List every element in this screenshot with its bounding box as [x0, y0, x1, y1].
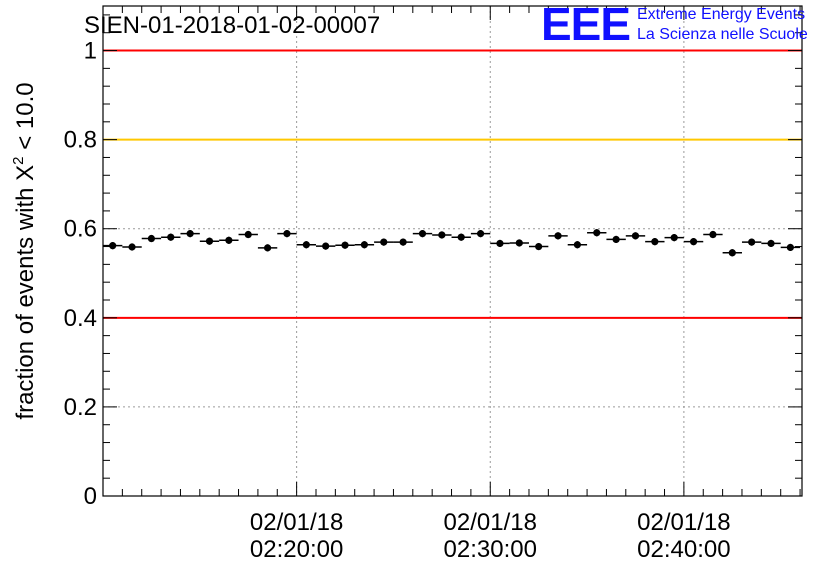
- data-point-28: [651, 238, 659, 246]
- data-point-16: [418, 230, 427, 238]
- data-point-30: [689, 238, 698, 246]
- data-point-12: [341, 241, 349, 249]
- eee-logo-line1: Extreme Energy Events: [637, 6, 805, 23]
- data-point-25: [593, 229, 601, 237]
- reference-lines-layer: [103, 49, 802, 319]
- y-tick-label-2: 0.4: [64, 305, 97, 332]
- data-point-0: [109, 242, 117, 250]
- y-axis-label-exponent: 2: [10, 156, 27, 164]
- data-point-23: [554, 232, 562, 240]
- data-point-9: [283, 230, 291, 238]
- data-point-7: [244, 230, 252, 239]
- data-point-21: [515, 239, 523, 247]
- data-point-5: [205, 237, 214, 245]
- data-point-35: [786, 243, 794, 252]
- data-point-33: [748, 238, 756, 246]
- data-point-26: [612, 235, 620, 244]
- plot-frame: [102, 5, 803, 497]
- data-point-20: [496, 239, 504, 248]
- data-point-29: [670, 234, 678, 242]
- chart-title: SIEN-01-2018-01-02-00007: [84, 12, 380, 39]
- data-point-19: [476, 230, 485, 238]
- eee-logo-line2: La Scienza nelle Scuole: [637, 26, 808, 43]
- data-point-13: [360, 241, 368, 249]
- data-point-11: [322, 242, 330, 250]
- data-point-17: [438, 231, 446, 239]
- y-tick-label-5: 1: [84, 38, 97, 65]
- x-tick-label-date-0: 02/01/18: [250, 509, 343, 536]
- data-point-6: [225, 236, 233, 244]
- x-tick-label-time-0: 02:20:00: [250, 536, 343, 563]
- data-point-1: [128, 243, 136, 251]
- data-point-14: [380, 238, 388, 246]
- data-point-24: [573, 241, 581, 249]
- y-axis-label-symbol: X: [12, 165, 39, 181]
- y-axis-label: fraction of events with X2 < 10.0: [10, 82, 39, 419]
- y-tick-label-1: 0.2: [64, 394, 97, 421]
- data-point-18: [457, 233, 465, 241]
- y-tick-label-4: 0.8: [64, 127, 97, 154]
- label-layer: 00.20.40.60.8102/01/1802:20:0002/01/1802…: [64, 38, 731, 563]
- data-point-3: [167, 233, 175, 241]
- data-layer: [103, 229, 801, 257]
- eee-logo: EEE Extreme Energy Events La Scienza nel…: [541, 0, 808, 50]
- plot-background: [103, 6, 802, 496]
- data-point-15: [399, 238, 407, 246]
- x-tick-label-time-2: 02:40:00: [637, 536, 730, 563]
- data-point-32: [728, 249, 736, 257]
- data-point-34: [767, 239, 775, 248]
- data-point-22: [535, 242, 543, 251]
- x-tick-label-time-1: 02:30:00: [444, 536, 537, 563]
- data-point-4: [186, 230, 194, 238]
- data-point-27: [631, 232, 640, 240]
- x-tick-label-date-1: 02/01/18: [444, 509, 537, 536]
- eee-logo-mark: EEE: [541, 0, 630, 50]
- y-axis-label-suffix: < 10.0: [12, 82, 39, 156]
- data-point-10: [302, 241, 310, 249]
- y-axis-label-prefix: fraction of events with: [12, 181, 39, 420]
- data-point-8: [263, 244, 272, 252]
- x-tick-label-date-2: 02/01/18: [637, 509, 730, 536]
- tick-layer: [102, 6, 802, 497]
- y-tick-label-0: 0: [84, 483, 97, 510]
- y-tick-label-3: 0.6: [64, 216, 97, 243]
- data-point-2: [147, 234, 156, 243]
- data-point-31: [709, 230, 717, 239]
